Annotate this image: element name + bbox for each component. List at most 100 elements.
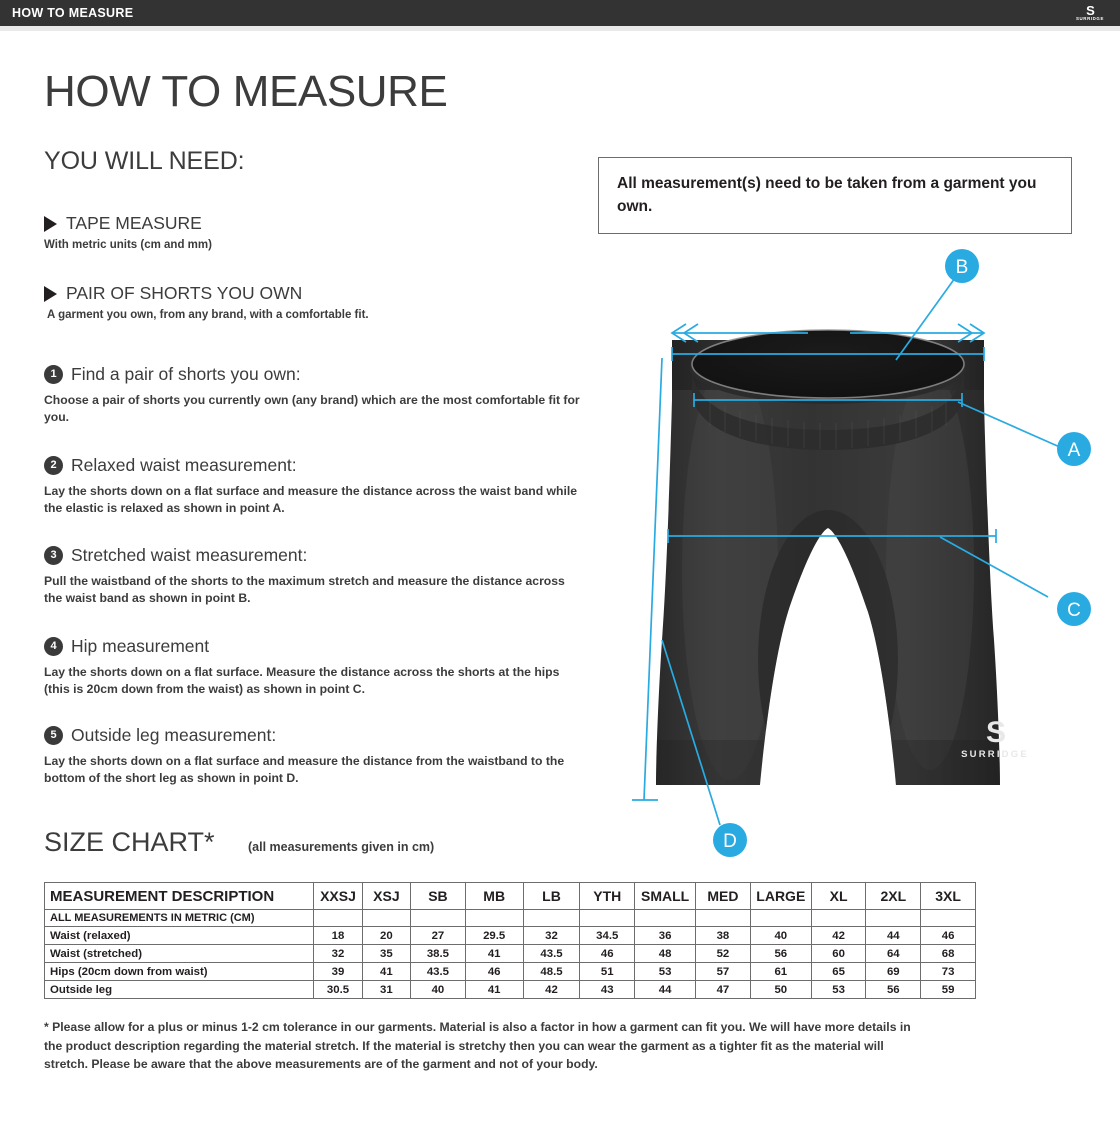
marker-d-label: D — [723, 831, 737, 852]
leader-a — [957, 401, 1063, 449]
table-row: Outside leg 30.5 31 40 41 42 43 44 47 50… — [43, 980, 976, 999]
cell: 38.5 — [410, 944, 466, 963]
marker-c-label: C — [1067, 600, 1081, 621]
col-med: MED — [695, 882, 751, 910]
col-description: MEASUREMENT DESCRIPTION — [43, 882, 315, 910]
step-body: Lay the shorts down on a flat surface. M… — [44, 665, 560, 696]
size-chart-footnote: * Please allow for a plus or minus 1-2 c… — [44, 1020, 911, 1071]
cell: 39 — [313, 962, 363, 981]
step-2: 2 Relaxed waist measurement: Lay the sho… — [44, 455, 584, 516]
cell: 42 — [522, 980, 581, 999]
step-number-badge: 3 — [44, 545, 63, 565]
cell: 44 — [865, 926, 922, 945]
cell: 18 — [313, 926, 363, 945]
table-row: Waist (stretched) 32 35 38.5 41 43.5 46 … — [43, 944, 976, 963]
cell: 57 — [695, 962, 751, 981]
line-outside-leg — [643, 357, 663, 801]
step-body: Lay the shorts down on a flat surface an… — [44, 754, 565, 785]
step-number-badge: 2 — [44, 455, 63, 475]
app-header-title: HOW TO MEASURE — [12, 6, 134, 20]
cell: 41 — [361, 962, 412, 981]
col-small: SMALL — [634, 882, 697, 910]
surridge-wordmark: SURRIDGE — [1076, 16, 1104, 21]
size-chart-heading: SIZE CHART* — [44, 827, 215, 857]
marker-a: A — [1057, 432, 1091, 466]
shorts-measurement-diagram: B A C D S SURRIDGE — [610, 240, 1110, 865]
cell: 35 — [361, 944, 412, 963]
row-label: Hips (20cm down from waist) — [43, 962, 315, 981]
table-row-metric-note: ALL MEASUREMENTS IN METRIC (CM) — [43, 909, 976, 927]
cell: 48.5 — [522, 962, 581, 981]
col-yth: YTH — [579, 882, 636, 910]
cell: 69 — [865, 962, 922, 981]
cell: 27 — [410, 926, 466, 945]
cell: 46 — [464, 962, 524, 981]
marker-d: D — [713, 823, 747, 857]
cell: 53 — [810, 980, 867, 999]
step-body: Choose a pair of shorts you currently ow… — [44, 393, 580, 424]
step-title: Hip measurement — [71, 636, 210, 656]
size-chart-table: MEASUREMENT DESCRIPTION XXSJ XSJ SB MB L… — [43, 882, 976, 999]
cell: 36 — [634, 926, 697, 945]
app-header-bar: HOW TO MEASURE S SURRIDGE — [0, 0, 1120, 26]
col-xsj: XSJ — [361, 882, 412, 910]
row-label: Waist (relaxed) — [43, 926, 315, 945]
cell: 61 — [749, 962, 812, 981]
step-header: 3 Stretched waist measurement: — [44, 545, 584, 565]
step-header: 1 Find a pair of shorts you own: — [44, 364, 584, 384]
need-item-label: TAPE MEASURE — [66, 213, 202, 233]
need-item-tape-measure-sub: With metric units (cm and mm) — [44, 239, 212, 251]
cell: 52 — [695, 944, 751, 963]
col-3xl: 3XL — [920, 882, 976, 910]
surridge-s-icon: S — [1086, 3, 1095, 18]
step-title: Relaxed waist measurement: — [71, 455, 297, 475]
marker-b: B — [945, 249, 979, 283]
surridge-logo: S SURRIDGE — [1068, 1, 1112, 25]
step-body: Lay the shorts down on a flat surface an… — [44, 484, 578, 515]
col-large: LARGE — [749, 882, 812, 910]
col-sb: SB — [410, 882, 466, 910]
table-row: Waist (relaxed) 18 20 27 29.5 32 34.5 36… — [43, 926, 976, 945]
leader-b — [895, 277, 956, 361]
callout-box: All measurement(s) need to be taken from… — [598, 157, 1072, 234]
col-xxsj: XXSJ — [313, 882, 363, 910]
table-row: Hips (20cm down from waist) 39 41 43.5 4… — [43, 962, 976, 981]
cell: 68 — [920, 944, 976, 963]
step-number-badge: 5 — [44, 725, 63, 745]
metric-note-label: ALL MEASUREMENTS IN METRIC (CM) — [43, 909, 315, 927]
step-title: Stretched waist measurement: — [71, 545, 308, 565]
cell: 51 — [579, 962, 636, 981]
cell: 53 — [634, 962, 697, 981]
cell: 30.5 — [313, 980, 363, 999]
you-will-need-heading: YOU WILL NEED: — [44, 147, 245, 175]
marker-a-label: A — [1068, 440, 1081, 461]
cell: 41 — [464, 944, 524, 963]
need-item-label: PAIR OF SHORTS YOU OWN — [66, 283, 303, 303]
row-label: Waist (stretched) — [43, 944, 315, 963]
need-item-tape-measure: TAPE MEASURE — [44, 213, 202, 234]
measurement-lines — [632, 277, 1063, 826]
chevron-left-inner — [682, 323, 699, 343]
cell: 20 — [361, 926, 412, 945]
step-header: 5 Outside leg measurement: — [44, 725, 584, 745]
cell: 32 — [522, 926, 581, 945]
step-title: Outside leg measurement: — [71, 725, 277, 745]
cell: 42 — [810, 926, 867, 945]
step-header: 4 Hip measurement — [44, 636, 584, 656]
need-item-shorts: PAIR OF SHORTS YOU OWN — [44, 283, 302, 304]
cell: 46 — [920, 926, 976, 945]
cell: 59 — [920, 980, 976, 999]
shorts-illustration — [656, 329, 1000, 785]
cell: 32 — [313, 944, 363, 963]
col-lb: LB — [522, 882, 581, 910]
step-header: 2 Relaxed waist measurement: — [44, 455, 584, 475]
step-5: 5 Outside leg measurement: Lay the short… — [44, 725, 584, 786]
cell: 43.5 — [410, 962, 466, 981]
callout-text: All measurement(s) need to be taken from… — [617, 175, 1037, 215]
cell: 43 — [579, 980, 636, 999]
col-mb: MB — [464, 882, 524, 910]
cell: 65 — [810, 962, 867, 981]
cell: 47 — [695, 980, 751, 999]
cell: 46 — [579, 944, 636, 963]
triangle-bullet-icon — [44, 285, 57, 302]
